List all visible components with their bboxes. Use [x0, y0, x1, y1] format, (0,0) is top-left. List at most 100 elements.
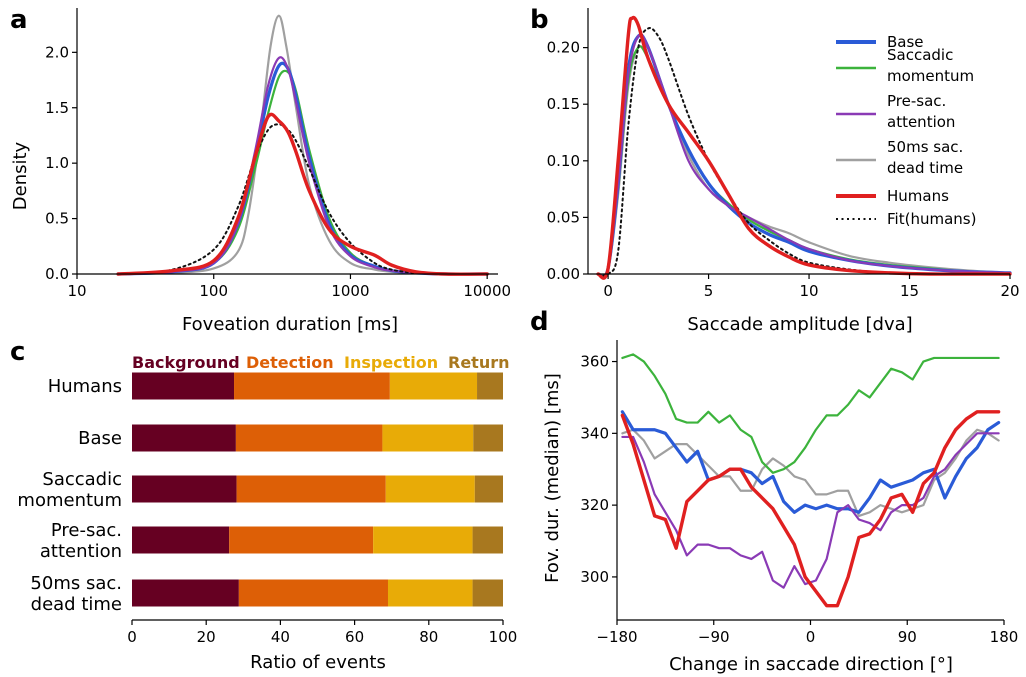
d-y-tick-label: 300 [580, 568, 609, 586]
c-x-tick-label: 100 [489, 628, 518, 646]
b-x-tick-label: 20 [1000, 282, 1019, 300]
d-series-humans [620, 410, 1001, 608]
a-x-tick-label: 100 [199, 282, 228, 300]
c-segment-label-background: Background [132, 353, 240, 372]
d-x-tick-label: −90 [698, 628, 730, 646]
a-series-fit-humans [117, 123, 489, 276]
d-y-tick-label: 340 [580, 424, 609, 442]
d-series-base [620, 410, 1001, 514]
b-y-tick-label: 0.15 [547, 95, 580, 113]
a-series-50ms-sac-dead-time [117, 14, 489, 276]
b-y-tick-label: 0.20 [547, 39, 580, 57]
d-x-tick-label: −180 [596, 628, 637, 646]
b-x-tick-label: 5 [704, 282, 714, 300]
c-category-label-pre-sac-attention: Pre-sac. attention [40, 520, 122, 562]
legend-label-pre-sac-attention: Pre-sac. attention [887, 92, 955, 131]
b-series-lines [596, 15, 1012, 280]
c-x-tick-label: 0 [127, 628, 137, 646]
a-series-pre-sac-attention [117, 56, 489, 276]
c-category-label-saccadic-momentum: Saccadic momentum [17, 469, 122, 511]
b-series-pre-sac-attention [596, 33, 1012, 278]
c-x-tick-label: 20 [197, 628, 216, 646]
c-bar-pre-sac-attention-detection [229, 526, 374, 554]
c-bar-base-return [473, 424, 503, 452]
c-bar-50ms-sac-dead-time-return [472, 579, 503, 607]
panel-label-d: d [530, 307, 549, 337]
d-y-axis-label: Fov. dur. (median) [ms] [542, 373, 563, 583]
c-x-tick-label: 40 [271, 628, 290, 646]
a-series-lines [116, 14, 489, 276]
c-bar-humans-background [132, 372, 235, 400]
legend-label-fit-humans: Fit(humans) [887, 210, 976, 228]
d-x-tick-label: 180 [990, 628, 1019, 646]
c-axes: 0 20 40 60 80 100 [127, 619, 518, 646]
c-bar-humans-return [477, 372, 503, 400]
d-x-axis-label: Change in saccade direction [°] [669, 654, 953, 675]
panel-label-c: c [10, 337, 25, 367]
c-bar-pre-sac-attention-background [132, 526, 230, 554]
c-category-label-base: Base [78, 428, 122, 449]
c-bar-50ms-sac-dead-time-background [132, 579, 239, 607]
panel-a-density-foveation: 10 100 1000 10000 0.0 0.5 1.0 1.5 2.0 Foveation … [10, 8, 511, 335]
a-y-axis-label: Density [10, 141, 31, 210]
c-category-label-humans: Humans [48, 376, 122, 397]
b-y-tick-label: 0.10 [547, 152, 580, 170]
a-axes: 10 100 1000 10000 0.0 0.5 1.0 1.5 2.0 [45, 8, 511, 300]
c-bar-saccadic-momentum-background [132, 475, 237, 503]
d-series-saccadic-momentum [621, 353, 1000, 474]
c-x-tick-label: 60 [345, 628, 364, 646]
c-bar-humans-detection [234, 372, 390, 400]
b-x-tick-label: 10 [800, 282, 819, 300]
a-y-tick-label: 2.0 [45, 43, 69, 61]
c-segment-label-inspection: Inspection [344, 353, 438, 372]
c-bar-base-detection [235, 424, 383, 452]
a-series-humans [116, 112, 489, 276]
d-series-50ms-sac-dead-time [621, 428, 1000, 517]
panel-b-density-amplitude: 0 5 10 15 20 0.00 0.05 0.10 0.15 0.20 Saccade amp… [547, 8, 1020, 335]
b-x-tick-label: 15 [900, 282, 919, 300]
c-stacked-bars: Humans Base Saccadic momentum Pre-sac. attent… [17, 372, 503, 615]
c-bar-50ms-sac-dead-time-detection [238, 579, 388, 607]
c-segment-label-detection: Detection [246, 353, 334, 372]
a-x-tick-label: 10000 [463, 282, 511, 300]
d-axes: −180 −90 0 90 180 300 320 340 360 [580, 340, 1018, 646]
c-bar-50ms-sac-dead-time-inspection [387, 579, 473, 607]
a-x-tick-label: 10 [67, 282, 86, 300]
a-y-tick-label: 1.0 [45, 154, 69, 172]
d-series-lines [620, 353, 1001, 608]
panel-c-event-ratios: Background Detection Inspection Return Huma… [17, 353, 517, 673]
legend-label-50ms-sac-dead-time: 50ms sac. dead time [887, 138, 963, 177]
a-y-tick-label: 0.0 [45, 265, 69, 283]
panel-label-a: a [10, 5, 28, 35]
c-bar-pre-sac-attention-inspection [373, 526, 473, 554]
legend-label-humans: Humans [887, 187, 949, 205]
legend-label-base: Base [887, 33, 924, 51]
c-bar-humans-inspection [389, 372, 478, 400]
legend-label-saccadic-momentum: Saccadic momentum [887, 46, 974, 85]
c-bar-base-inspection [382, 424, 474, 452]
d-x-tick-label: 90 [898, 628, 917, 646]
b-axes: 0 5 10 15 20 0.00 0.05 0.10 0.15 0.20 [547, 8, 1020, 300]
c-x-tick-label: 80 [419, 628, 438, 646]
c-bar-saccadic-momentum-return [474, 475, 503, 503]
panel-d-median-foveation: −180 −90 0 90 180 300 320 340 360 Change in sacc… [542, 340, 1018, 675]
c-bar-saccadic-momentum-detection [236, 475, 386, 503]
c-x-axis-label: Ratio of events [250, 652, 386, 673]
b-y-tick-label: 0.00 [547, 265, 580, 283]
a-x-tick-label: 1000 [331, 282, 369, 300]
c-category-label-50ms-sac-dead-time: 50ms sac. dead time [30, 573, 122, 615]
b-x-axis-label: Saccade amplitude [dva] [687, 314, 912, 335]
b-x-tick-label: 0 [603, 282, 613, 300]
c-segment-labels: Background Detection Inspection Return [132, 353, 510, 372]
d-y-tick-label: 320 [580, 496, 609, 514]
a-y-tick-label: 1.5 [45, 99, 69, 117]
c-bar-base-background [132, 424, 236, 452]
c-bar-saccadic-momentum-inspection [385, 475, 475, 503]
d-x-tick-label: 0 [806, 628, 816, 646]
panel-label-b: b [530, 5, 549, 35]
a-x-axis-label: Foveation duration [ms] [182, 314, 398, 335]
c-bar-pre-sac-attention-return [472, 526, 503, 554]
a-y-tick-label: 0.5 [45, 210, 69, 228]
b-y-tick-label: 0.05 [547, 208, 580, 226]
